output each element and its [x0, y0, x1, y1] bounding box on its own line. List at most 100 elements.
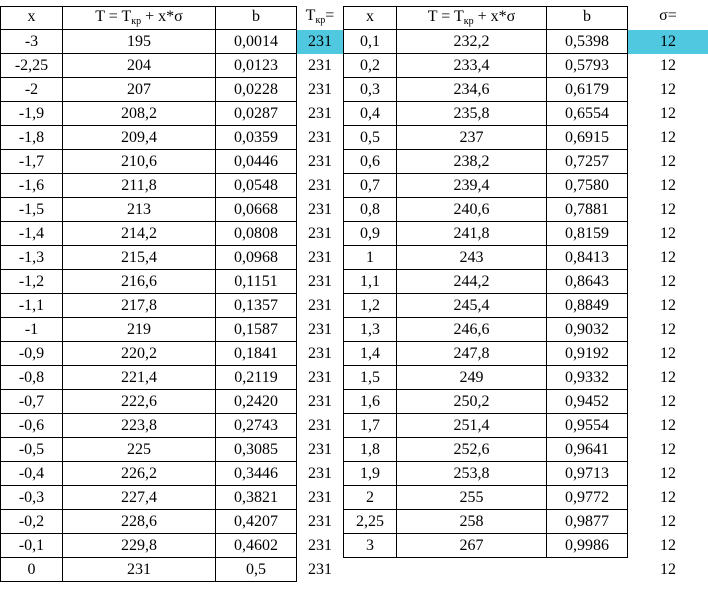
- cell-t-right: 239,4: [397, 174, 547, 198]
- cell-b-left: 0,3446: [216, 462, 297, 486]
- cell-tkr: 231: [308, 417, 332, 434]
- cell-x-right: [343, 558, 397, 582]
- cell-b-right: 0,9986: [547, 534, 628, 558]
- cell-b-right: 0,9554: [547, 414, 628, 438]
- cell-tkr: 231: [308, 321, 332, 338]
- cell-x-right: 0,7: [343, 174, 397, 198]
- cell-b-right: 0,8849: [547, 294, 628, 318]
- cell-b-left: 0,2420: [216, 390, 297, 414]
- cell-x-right: 0,8: [343, 198, 397, 222]
- cell-tkr: 231: [308, 129, 332, 146]
- cell-b-left: 0,0014: [216, 30, 297, 54]
- cell-b-left: 0,0968: [216, 246, 297, 270]
- cell-x-left: -0,1: [0, 534, 63, 558]
- cell-b-right: 0,5793: [547, 54, 628, 78]
- cell-t-left: 223,8: [63, 414, 216, 438]
- cell-b-right: 0,6179: [547, 78, 628, 102]
- cell-b-right: 0,6915: [547, 126, 628, 150]
- cell-sigma: 12: [660, 81, 676, 98]
- cell-sigma: 12: [660, 465, 676, 482]
- cell-x-right: 0,5: [343, 126, 397, 150]
- cell-b-left: 0,0123: [216, 54, 297, 78]
- cell-x-right: 1,3: [343, 318, 397, 342]
- cell-x-right: 1,6: [343, 390, 397, 414]
- header-b-right: b: [547, 6, 628, 30]
- cell-x-right: 1,1: [343, 270, 397, 294]
- cell-x-right: 1: [343, 246, 397, 270]
- cell-sigma: 12: [660, 441, 676, 458]
- cell-t-right: 234,6: [397, 78, 547, 102]
- cell-x-right: 0,9: [343, 222, 397, 246]
- cell-t-left: 210,6: [63, 150, 216, 174]
- cell-t-right: 247,8: [397, 342, 547, 366]
- cell-tkr: 231: [308, 345, 332, 362]
- cell-sigma: 12: [660, 393, 676, 410]
- cell-sigma: 12: [660, 297, 676, 314]
- header-formula-right: T = Tкр + x*σ: [397, 6, 547, 30]
- cell-b-left: 0,0668: [216, 198, 297, 222]
- cell-b-left: 0,2743: [216, 414, 297, 438]
- cell-x-right: 2: [343, 486, 397, 510]
- cell-x-right: 1,9: [343, 462, 397, 486]
- header-sigma: σ=: [659, 7, 677, 24]
- cell-b-right: 0,6554: [547, 102, 628, 126]
- cell-tkr: 231: [308, 297, 332, 314]
- cell-sigma: 12: [660, 369, 676, 386]
- cell-x-left: 0: [0, 558, 63, 582]
- cell-x-left: -1,8: [0, 126, 63, 150]
- cell-sigma: 12: [660, 201, 676, 218]
- cell-b-left: 0,3821: [216, 486, 297, 510]
- cell-b-right: 0,9713: [547, 462, 628, 486]
- cell-b-left: 0,3085: [216, 438, 297, 462]
- cell-b-left: 0,0446: [216, 150, 297, 174]
- cell-x-right: 0,6: [343, 150, 397, 174]
- cell-t-left: 204: [63, 54, 216, 78]
- cell-b-right: 0,9032: [547, 318, 628, 342]
- cell-b-right: 0,9452: [547, 390, 628, 414]
- cell-sigma: 12: [660, 225, 676, 242]
- cell-t-left: 217,8: [63, 294, 216, 318]
- cell-tkr: 231: [308, 105, 332, 122]
- cell-t-left: 221,4: [63, 366, 216, 390]
- cell-x-left: -0,8: [0, 366, 63, 390]
- cell-sigma: 12: [660, 417, 676, 434]
- cell-tkr: 231: [308, 537, 332, 554]
- cell-tkr: 231: [308, 561, 332, 578]
- header-formula-left: T = Tкр + x*σ: [63, 6, 216, 30]
- cell-t-left: 225: [63, 438, 216, 462]
- cell-b-left: 0,2119: [216, 366, 297, 390]
- cell-sigma: 12: [660, 105, 676, 122]
- cell-x-left: -2: [0, 78, 63, 102]
- cell-tkr: 231: [308, 273, 332, 290]
- cell-tkr: 231: [308, 369, 332, 386]
- cell-x-right: 0,4: [343, 102, 397, 126]
- cell-sigma: 12: [660, 57, 676, 74]
- cell-sigma: 12: [660, 345, 676, 362]
- cell-x-left: -1,3: [0, 246, 63, 270]
- cell-x-left: -2,25: [0, 54, 63, 78]
- cell-x-left: -1,2: [0, 270, 63, 294]
- cell-b-left: 0,0359: [216, 126, 297, 150]
- cell-x-left: -1,7: [0, 150, 63, 174]
- cell-x-left: -1: [0, 318, 63, 342]
- cell-x-right: 0,1: [343, 30, 397, 54]
- cell-tkr: 231: [308, 225, 332, 242]
- cell-x-left: -1,1: [0, 294, 63, 318]
- cell-b-right: 0,9192: [547, 342, 628, 366]
- cell-x-right: 1,5: [343, 366, 397, 390]
- header-b-left: b: [216, 6, 297, 30]
- cell-x-right: 1,4: [343, 342, 397, 366]
- cell-t-right: 251,4: [397, 414, 547, 438]
- cell-b-left: 0,1841: [216, 342, 297, 366]
- cell-x-right: 0,3: [343, 78, 397, 102]
- cell-x-left: -0,5: [0, 438, 63, 462]
- cell-tkr: 231: [308, 81, 332, 98]
- cell-tkr: 231: [308, 249, 332, 266]
- cell-x-right: 1,8: [343, 438, 397, 462]
- cell-b-right: 0,7881: [547, 198, 628, 222]
- cell-sigma: 12: [660, 153, 676, 170]
- header-x-right: x: [343, 6, 397, 30]
- cell-sigma: 12: [660, 537, 676, 554]
- cell-tkr: 231: [308, 465, 332, 482]
